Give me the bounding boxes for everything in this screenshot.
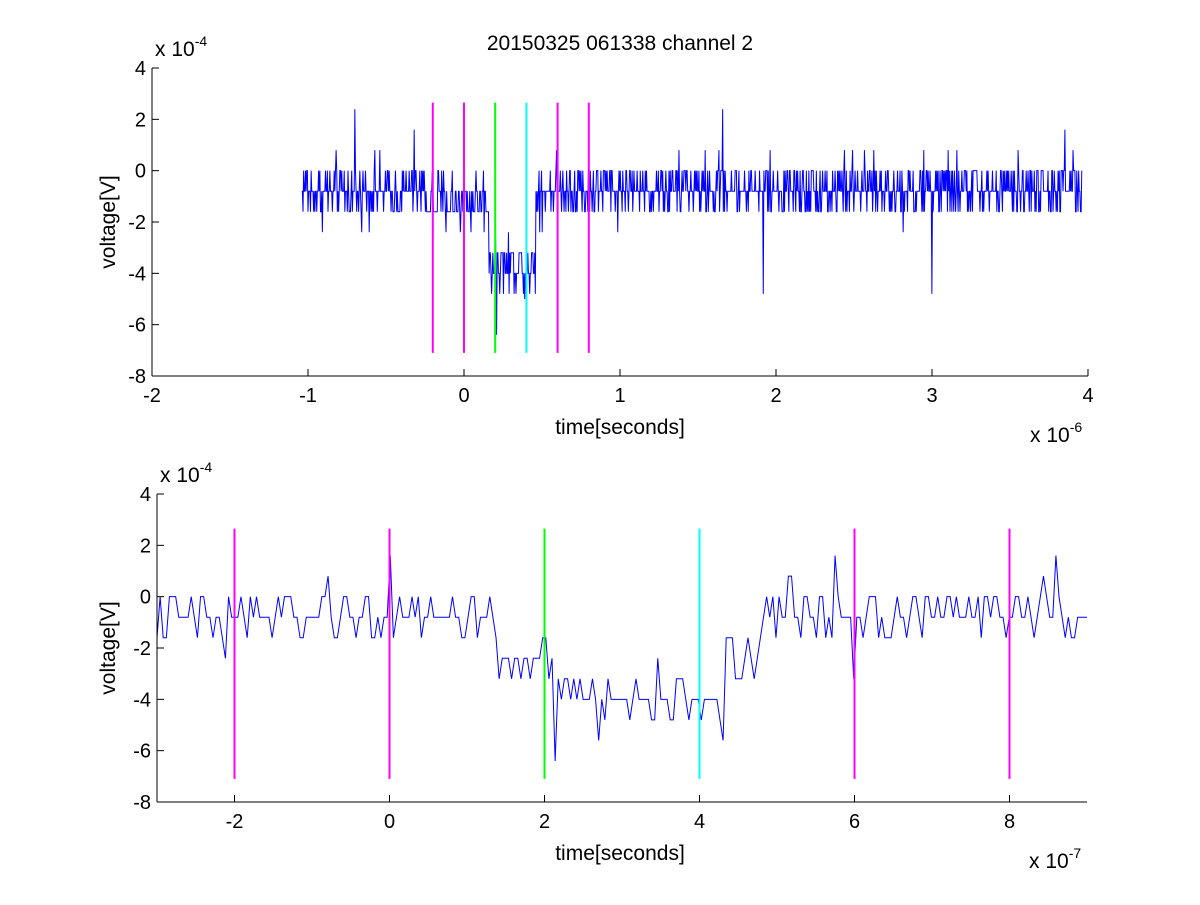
y-axis-label: voltage[V] [97, 175, 120, 268]
y-tick-label: -4 [128, 263, 146, 285]
x-tick-label: 2 [539, 811, 550, 833]
figure-title: 20150325 061338 channel 2 [487, 32, 753, 55]
x-tick-label: 8 [1004, 811, 1015, 833]
y-tick-label: 0 [135, 161, 146, 183]
x-tick-label: -1 [299, 385, 317, 407]
x-tick-label: -2 [226, 811, 244, 833]
x-exponent-superscript: -6 [1070, 419, 1083, 435]
top-plot: -2 -1 0 1 2 3 4 -8 -6 -4 -2 0 2 4 time[seconds] voltage… [97, 33, 1094, 447]
y-tick-label: -8 [133, 792, 151, 814]
x-tick-label: 2 [770, 385, 781, 407]
y-tick-label: -2 [128, 212, 146, 234]
x-tick-label: 4 [1082, 385, 1093, 407]
y-tick-label: 2 [135, 109, 146, 131]
x-tick-label: 0 [384, 811, 395, 833]
x-axis-label: time[seconds] [555, 416, 685, 439]
x-tick-label: 4 [694, 811, 705, 833]
x-tick-label: 0 [458, 385, 469, 407]
x-exponent-superscript: -7 [1069, 845, 1082, 861]
y-exponent-superscript: -4 [195, 33, 208, 49]
voltage-trace [301, 109, 1083, 335]
y-tick-label: 2 [140, 535, 151, 557]
y-tick-label: 4 [140, 484, 151, 506]
y-tick-label: -2 [133, 638, 151, 660]
x-tick-label: 6 [849, 811, 860, 833]
y-tick-label: -6 [133, 741, 151, 763]
y-tick-label: -4 [133, 689, 151, 711]
x-tick-label: 1 [614, 385, 625, 407]
voltage-trace [156, 555, 1087, 761]
x-tick-label: -2 [143, 385, 161, 407]
y-exponent-superscript: -4 [200, 459, 213, 475]
y-axis-label: voltage[V] [97, 601, 120, 694]
x-tick-label: 3 [926, 385, 937, 407]
y-tick-label: 0 [140, 587, 151, 609]
x-axis-label: time[seconds] [555, 842, 685, 865]
y-tick-label: -6 [128, 315, 146, 337]
y-tick-label: 4 [135, 58, 146, 80]
y-tick-label: -8 [128, 366, 146, 388]
